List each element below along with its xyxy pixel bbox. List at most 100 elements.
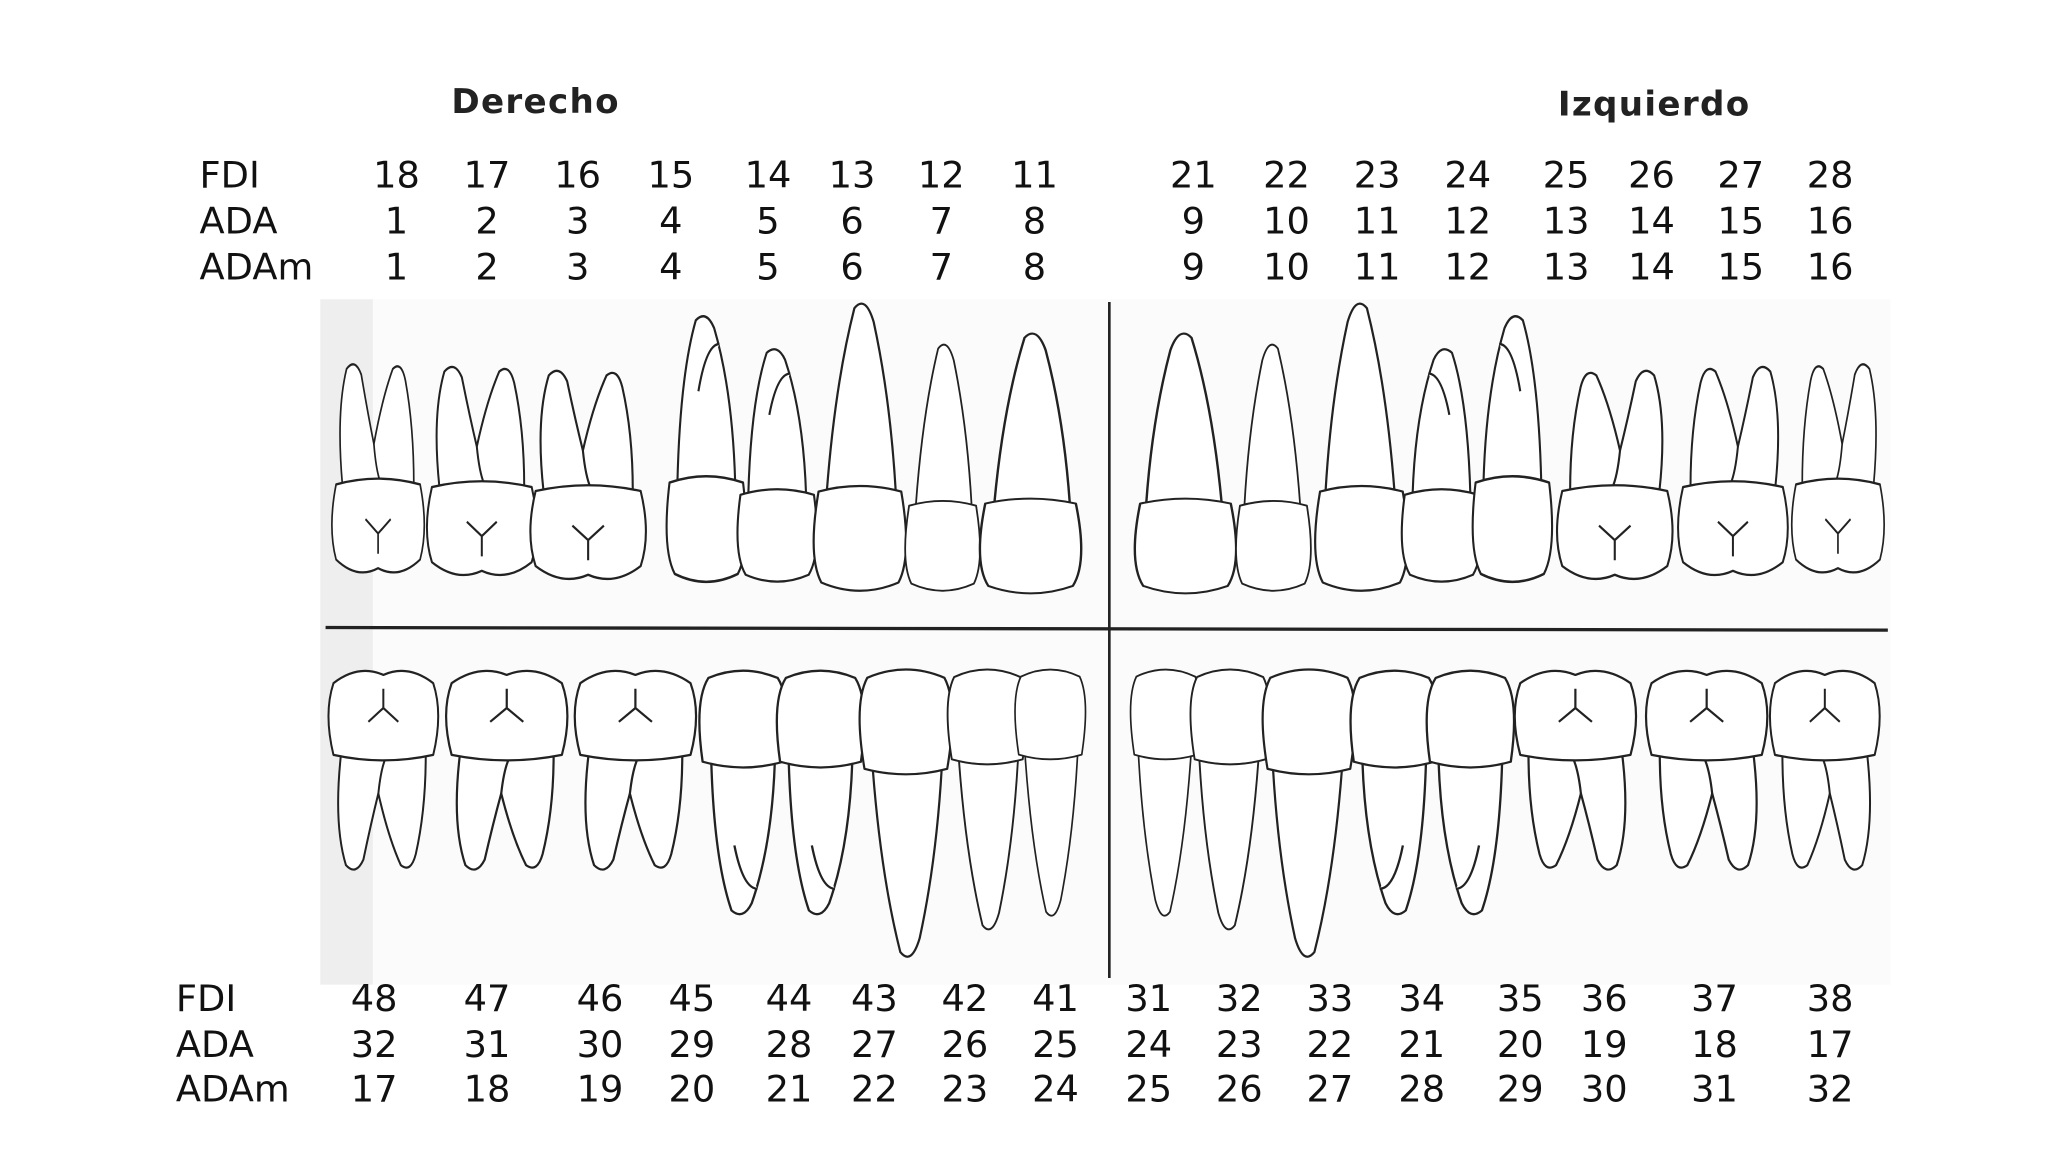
tooth-number: 23 — [1216, 1023, 1263, 1066]
row-label: ADA — [176, 1023, 254, 1066]
tooth-number: 24 — [1444, 154, 1491, 197]
row-label: FDI — [200, 154, 260, 197]
tooth-number: 19 — [1581, 1023, 1628, 1066]
tooth-number: 26 — [1628, 154, 1675, 197]
tooth-number: 23 — [942, 1067, 989, 1110]
tooth-number: 14 — [745, 154, 792, 197]
tooth-number: 28 — [1398, 1067, 1445, 1110]
tooth-number: 12 — [918, 154, 965, 197]
tooth-number: 48 — [351, 977, 398, 1020]
tooth-number: 17 — [464, 154, 511, 197]
tooth-number: 31 — [1691, 1067, 1738, 1110]
tooth-number: 16 — [1807, 246, 1854, 289]
tooth-number: 21 — [766, 1067, 813, 1110]
tooth-number: 5 — [756, 246, 779, 289]
tooth-number: 36 — [1581, 977, 1628, 1020]
tooth-number: 29 — [668, 1023, 715, 1066]
tooth-number: 14 — [1628, 246, 1675, 289]
tooth-number: 19 — [577, 1067, 624, 1110]
tooth-number: 3 — [566, 200, 589, 243]
tooth-number: 8 — [1023, 246, 1046, 289]
row-label: ADAm — [176, 1067, 290, 1110]
tooth-number: 27 — [1307, 1067, 1354, 1110]
tooth-number: 4 — [659, 246, 682, 289]
tooth-number: 32 — [1807, 1067, 1854, 1110]
tooth-number: 7 — [930, 246, 953, 289]
tooth-number: 21 — [1170, 154, 1217, 197]
tooth-number: 34 — [1398, 977, 1445, 1020]
tooth-number: 28 — [1807, 154, 1854, 197]
tooth-number: 14 — [1628, 200, 1675, 243]
tooth-number: 45 — [668, 977, 715, 1020]
tooth-number: 32 — [351, 1023, 398, 1066]
side-label: Derecho — [451, 82, 620, 122]
tooth-number: 24 — [1032, 1067, 1079, 1110]
tooth-number: 20 — [668, 1067, 715, 1110]
row-label: ADAm — [200, 246, 314, 289]
tooth-number: 25 — [1125, 1067, 1172, 1110]
tooth-number: 22 — [1263, 154, 1310, 197]
tooth-number: 20 — [1497, 1023, 1544, 1066]
tooth-number: 15 — [647, 154, 694, 197]
tooth-number: 12 — [1444, 246, 1491, 289]
tooth-number: 41 — [1032, 977, 1079, 1020]
tooth-number: 46 — [577, 977, 624, 1020]
tooth-number: 13 — [829, 154, 876, 197]
tooth-number: 27 — [851, 1023, 898, 1066]
tooth-number: 3 — [566, 246, 589, 289]
tooth-number: 8 — [1023, 200, 1046, 243]
tooth-number: 11 — [1011, 154, 1058, 197]
tooth-number: 1 — [385, 246, 408, 289]
tooth-number: 9 — [1182, 200, 1205, 243]
row-label: ADA — [200, 200, 278, 243]
tooth-number: 18 — [373, 154, 420, 197]
tooth-number: 1 — [385, 200, 408, 243]
tooth-number: 11 — [1354, 200, 1401, 243]
tooth-number: 33 — [1307, 977, 1354, 1020]
tooth-number: 29 — [1497, 1067, 1544, 1110]
tooth-number: 30 — [577, 1023, 624, 1066]
tooth-number: 27 — [1717, 154, 1764, 197]
tooth-number: 15 — [1717, 200, 1764, 243]
tooth-number: 30 — [1581, 1067, 1628, 1110]
tooth-number: 6 — [840, 200, 863, 243]
tooth-number: 10 — [1263, 246, 1310, 289]
tooth-number: 22 — [851, 1067, 898, 1110]
tooth-number: 16 — [1807, 200, 1854, 243]
tooth-number: 11 — [1354, 246, 1401, 289]
tooth-number: 26 — [1216, 1067, 1263, 1110]
row-label: FDI — [176, 977, 236, 1020]
tooth-number: 17 — [1807, 1023, 1854, 1066]
tooth-number: 5 — [756, 200, 779, 243]
tooth-number: 35 — [1497, 977, 1544, 1020]
tooth-number: 2 — [475, 200, 498, 243]
side-label: Izquierdo — [1558, 85, 1751, 125]
tooth-number: 15 — [1717, 246, 1764, 289]
occlusal-line — [325, 625, 1888, 632]
tooth-number: 10 — [1263, 200, 1310, 243]
tooth-number: 44 — [766, 977, 813, 1020]
tooth-number: 2 — [475, 246, 498, 289]
tooth-number: 42 — [942, 977, 989, 1020]
tooth-number: 18 — [1691, 1023, 1738, 1066]
tooth-number: 13 — [1543, 200, 1590, 243]
tooth-number: 37 — [1691, 977, 1738, 1020]
tooth-number: 12 — [1444, 200, 1491, 243]
tooth-number: 18 — [464, 1067, 511, 1110]
tooth-number: 26 — [942, 1023, 989, 1066]
tooth-number: 4 — [659, 200, 682, 243]
tooth-number: 25 — [1032, 1023, 1079, 1066]
tooth-number: 21 — [1398, 1023, 1445, 1066]
tooth-number: 38 — [1807, 977, 1854, 1020]
tooth-number: 17 — [351, 1067, 398, 1110]
tooth-number: 23 — [1354, 154, 1401, 197]
tooth-number: 31 — [464, 1023, 511, 1066]
tooth-number: 25 — [1543, 154, 1590, 197]
tooth-number: 6 — [840, 246, 863, 289]
tooth-number: 43 — [851, 977, 898, 1020]
tooth-number: 32 — [1216, 977, 1263, 1020]
tooth-number: 22 — [1307, 1023, 1354, 1066]
tooth-number: 24 — [1125, 1023, 1172, 1066]
